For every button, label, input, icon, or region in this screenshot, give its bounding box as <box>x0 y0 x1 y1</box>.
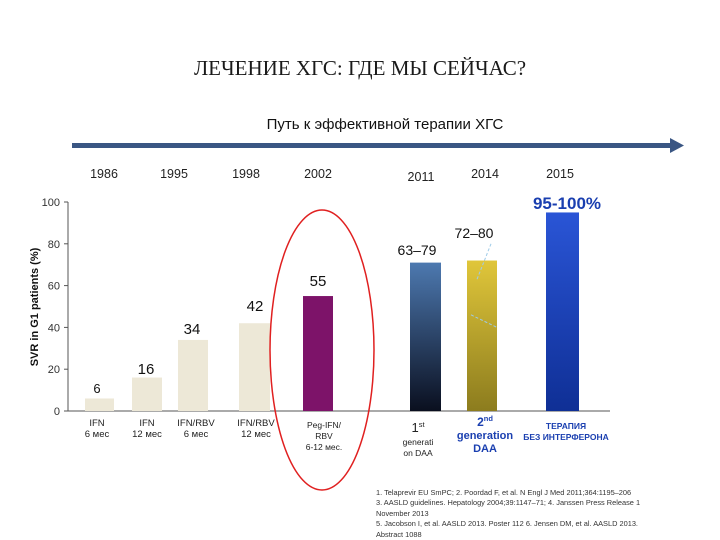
y-axis-label: SVR in G1 patients (%) <box>29 247 41 366</box>
bar <box>303 296 333 411</box>
category-label: 6 мес <box>85 429 110 440</box>
bar <box>410 262 441 411</box>
bar-value-label: 55 <box>310 273 327 290</box>
timeline-years: 1986 1995 1998 2002 2011 2014 2015 <box>90 167 574 184</box>
bar <box>467 260 497 411</box>
y-tick-label: 20 <box>48 364 60 376</box>
y-tick-label: 60 <box>48 281 60 293</box>
category-label-number: 2 <box>477 415 484 429</box>
bar-value-label: 95-100% <box>533 194 601 213</box>
category-label: IFN <box>139 418 154 429</box>
category-label-number: 1 <box>411 420 418 435</box>
y-tick-label: 0 <box>54 406 60 418</box>
category-label: 12 мес <box>241 429 271 440</box>
bar-value-label: 63–79 <box>398 242 437 258</box>
reference-line: 5. Jacobson I, et al. AASLD 2013. Poster… <box>376 519 638 529</box>
year-label: 2002 <box>304 167 332 181</box>
range-marker-line <box>476 243 492 280</box>
reference-line: 3. AASLD guidelines. Hepatology 2004;39:… <box>376 498 641 508</box>
slide-subtitle: Путь к эффективной терапии ХГС <box>266 116 504 133</box>
bar-value-labels: 6 16 34 42 55 63–79 72–80 95-100% <box>93 194 601 396</box>
timeline-arrow <box>72 138 684 153</box>
category-label: IFN/RBV <box>177 418 215 429</box>
y-tick-label: 40 <box>48 322 60 334</box>
category-label-ordinal: st <box>419 420 426 429</box>
y-tick-label: 80 <box>48 239 60 251</box>
category-label: DAA <box>473 443 497 455</box>
reference-line: November 2013 <box>376 508 429 518</box>
category-label: Peg-IFN/ <box>307 420 342 430</box>
timeline-arrow-shaft <box>72 143 670 148</box>
bar-value-label: 34 <box>184 321 201 338</box>
bar-value-label: 16 <box>138 361 155 378</box>
category-label: 2nd <box>477 414 493 429</box>
category-label: 1st <box>411 420 425 435</box>
bar <box>178 339 208 411</box>
year-label: 2015 <box>546 167 574 181</box>
bar <box>546 212 579 411</box>
category-label: generation <box>457 430 514 442</box>
year-label: 1995 <box>160 167 188 181</box>
category-label: 12 мес <box>132 429 162 440</box>
year-label: 2014 <box>471 167 499 181</box>
bar <box>239 323 270 411</box>
highlight-ellipse <box>269 209 375 491</box>
category-label: on DAA <box>403 448 433 458</box>
bar-series <box>85 209 579 491</box>
category-label: IFN/RBV <box>237 418 275 429</box>
bar <box>132 377 162 411</box>
category-label: 6-12 мес. <box>306 442 343 452</box>
year-label: 2011 <box>408 170 435 184</box>
year-label: 1998 <box>232 167 260 181</box>
reference-line: 1. Telaprevir EU SmPC; 2. Poordad F, et … <box>376 488 632 497</box>
y-tick-label: 100 <box>42 197 60 209</box>
bar-value-label: 42 <box>247 298 264 315</box>
slide-title: ЛЕЧЕНИЕ ХГС: ГДЕ МЫ СЕЙЧАС? <box>193 56 527 80</box>
category-label: БЕЗ ИНТЕРФЕРОНА <box>523 432 609 442</box>
category-label: 6 мес <box>184 429 209 440</box>
category-label: RBV <box>315 431 333 441</box>
category-label: ТЕРАПИЯ <box>546 421 586 431</box>
category-label-ordinal: nd <box>484 414 494 423</box>
year-label: 1986 <box>90 167 118 181</box>
bar <box>85 398 114 411</box>
chart-axes: 0 20 40 60 80 100 SVR in G1 patients (%) <box>29 197 610 418</box>
references: 1. Telaprevir EU SmPC; 2. Poordad F, et … <box>376 488 706 540</box>
bar-value-label: 72–80 <box>455 225 494 241</box>
reference-line: Abstract 1088 <box>376 529 422 539</box>
category-label: generati <box>403 437 434 447</box>
bar-value-label: 6 <box>93 381 100 396</box>
category-label: IFN <box>89 418 104 429</box>
timeline-arrow-head <box>670 138 684 153</box>
